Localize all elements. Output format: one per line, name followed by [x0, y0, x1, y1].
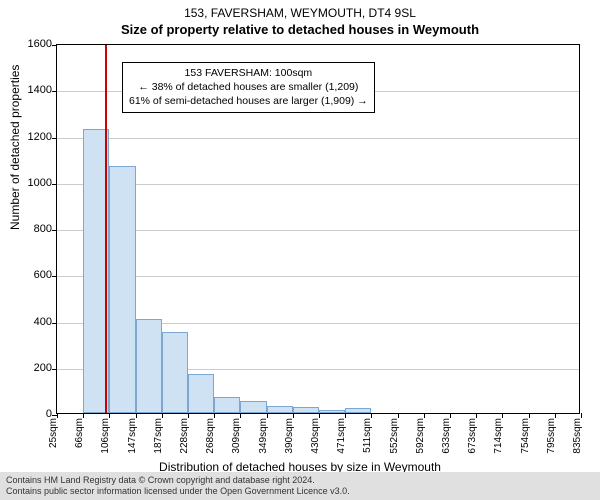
annotation-box: 153 FAVERSHAM: 100sqm← 38% of detached h…: [122, 62, 375, 113]
y-tick-mark: [52, 276, 57, 277]
histogram-bar: [319, 410, 345, 413]
y-tick-mark: [52, 230, 57, 231]
y-tick-mark: [52, 45, 57, 46]
y-tick-label: 1600: [12, 38, 52, 50]
histogram-bar: [240, 401, 266, 413]
histogram-bar: [136, 319, 162, 413]
y-tick-mark: [52, 369, 57, 370]
y-tick-mark: [52, 323, 57, 324]
y-tick-label: 800: [12, 223, 52, 235]
y-tick-mark: [52, 91, 57, 92]
chart-title: Size of property relative to detached ho…: [0, 20, 600, 37]
y-tick-label: 0: [12, 408, 52, 420]
histogram-bar: [109, 166, 135, 413]
y-tick-label: 200: [12, 362, 52, 374]
y-tick-label: 1400: [12, 84, 52, 96]
annotation-property: 153 FAVERSHAM: 100sqm: [129, 66, 368, 80]
y-tick-label: 600: [12, 269, 52, 281]
histogram-bar: [267, 406, 293, 413]
y-tick-mark: [52, 184, 57, 185]
footer-attribution: Contains HM Land Registry data © Crown c…: [0, 472, 600, 500]
histogram-bar: [162, 332, 188, 413]
reference-line: [105, 45, 107, 413]
histogram-bar: [214, 397, 240, 413]
footer-line2: Contains public sector information licen…: [6, 486, 594, 497]
annotation-smaller: ← 38% of detached houses are smaller (1,…: [129, 80, 368, 94]
histogram-bar: [188, 374, 214, 413]
y-tick-mark: [52, 138, 57, 139]
y-tick-label: 400: [12, 316, 52, 328]
y-tick-label: 1000: [12, 177, 52, 189]
gridline: [57, 138, 579, 139]
histogram-bar: [345, 408, 371, 413]
footer-line1: Contains HM Land Registry data © Crown c…: [6, 475, 594, 486]
histogram-bar: [293, 407, 319, 413]
address-line: 153, FAVERSHAM, WEYMOUTH, DT4 9SL: [0, 0, 600, 20]
y-tick-label: 1200: [12, 131, 52, 143]
annotation-larger: 61% of semi-detached houses are larger (…: [129, 94, 368, 108]
